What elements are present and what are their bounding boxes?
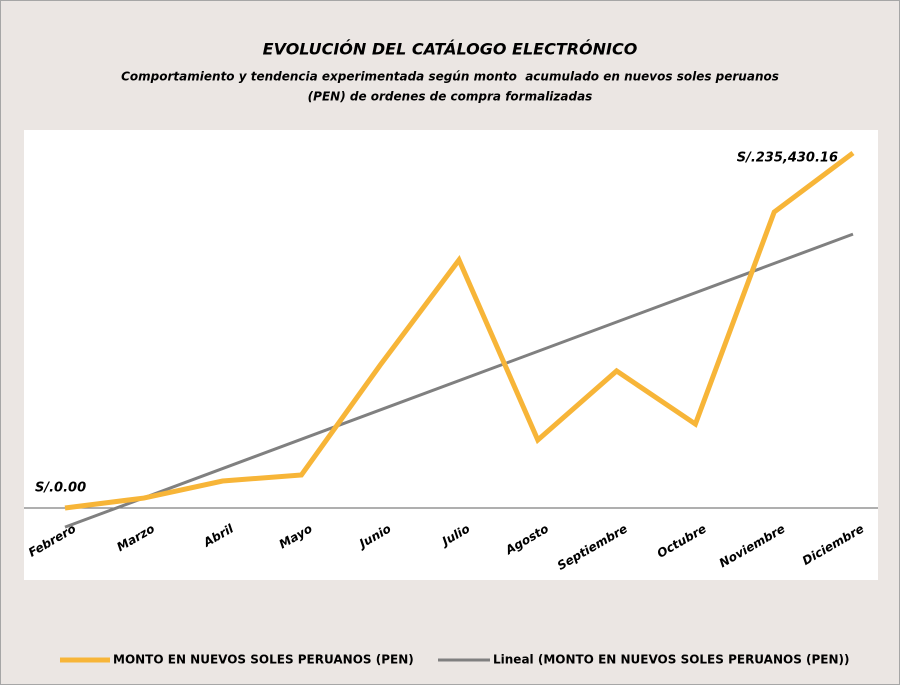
legend-label: MONTO EN NUEVOS SOLES PERUANOS (PEN) [113, 653, 414, 667]
subtitle: (PEN) de ordenes de compra formalizadas [308, 90, 593, 104]
subtitle: Comportamiento y tendencia experimentada… [121, 70, 779, 84]
line-series [64, 150, 855, 511]
legend-label: Lineal (MONTO EN NUEVOS SOLES PERUANOS (… [493, 653, 850, 667]
trend-line [64, 232, 854, 529]
chart-title: EVOLUCIÓN DEL CATÁLOGO ELECTRÓNICO [263, 40, 638, 59]
data-label: S/.235,430.16 [737, 151, 838, 166]
data-label: S/.0.00 [35, 481, 86, 496]
plot-area [24, 130, 878, 580]
